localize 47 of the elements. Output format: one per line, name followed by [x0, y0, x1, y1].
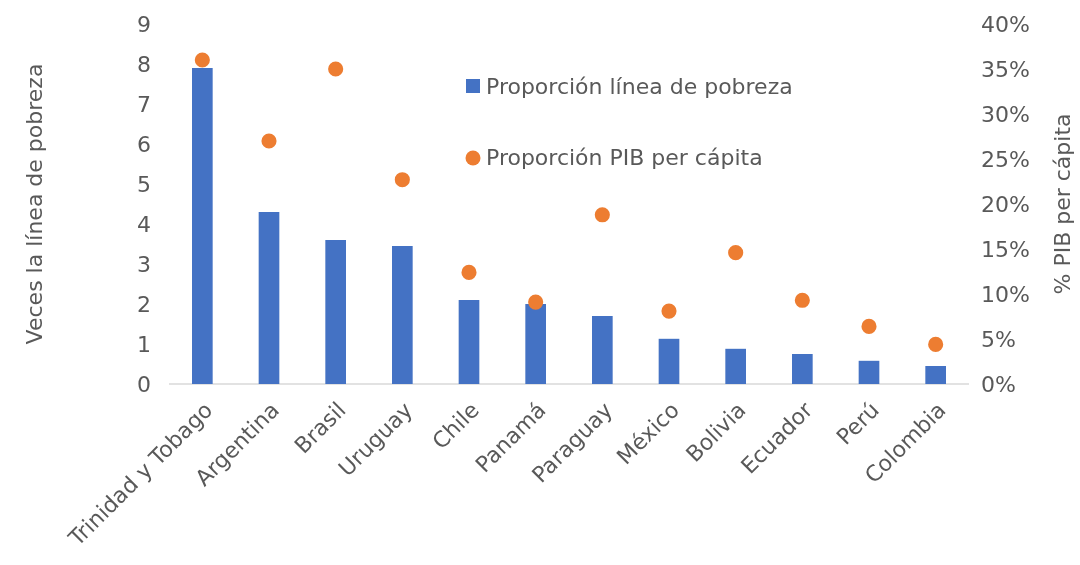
y2-tick-label: 35% [981, 56, 1030, 82]
y-tick-label: 9 [137, 11, 151, 37]
bar [458, 300, 480, 384]
y-tick-label: 3 [137, 251, 151, 277]
bar [658, 338, 680, 384]
y2-tick-label: 20% [981, 191, 1030, 217]
bar [525, 304, 546, 384]
point [194, 52, 210, 68]
point [461, 264, 477, 280]
bar [725, 348, 746, 384]
y-tick-label: 1 [137, 331, 151, 357]
point [594, 207, 610, 223]
y2-tick-label: 10% [981, 281, 1030, 307]
y-tick-label: 0 [137, 371, 151, 397]
y-axis-title: Veces la línea de pobreza [22, 63, 47, 345]
bar [392, 246, 413, 384]
y-tick-label: 2 [137, 291, 151, 317]
y2-tick-label: 40% [981, 11, 1030, 37]
legend-label: Proporción PIB per cápita [486, 144, 763, 170]
point [928, 336, 944, 352]
y-tick-label: 6 [137, 131, 151, 157]
y2-tick-label: 5% [981, 326, 1016, 352]
y-tick-label: 5 [137, 171, 151, 197]
bar [858, 360, 880, 384]
point [661, 303, 677, 319]
y2-tick-label: 25% [981, 146, 1030, 172]
point [394, 172, 410, 188]
legend-label: Proporción línea de pobreza [486, 73, 793, 99]
y-tick-label: 4 [137, 211, 151, 237]
point [528, 294, 544, 310]
point [261, 133, 277, 149]
point [794, 292, 810, 308]
bar [925, 366, 946, 384]
point [861, 318, 877, 334]
y-tick-label: 8 [137, 51, 151, 77]
y2-axis-title: % PIB per cápita [1050, 113, 1075, 295]
bar [792, 354, 813, 384]
bar [325, 240, 346, 384]
point [728, 245, 744, 261]
bar [192, 68, 213, 384]
point [328, 61, 344, 77]
bar [258, 212, 280, 384]
bar [592, 316, 613, 384]
y-tick-label: 7 [137, 91, 151, 117]
y2-tick-label: 30% [981, 101, 1030, 127]
y2-tick-label: 15% [981, 236, 1030, 262]
y2-tick-label: 0% [981, 371, 1016, 397]
